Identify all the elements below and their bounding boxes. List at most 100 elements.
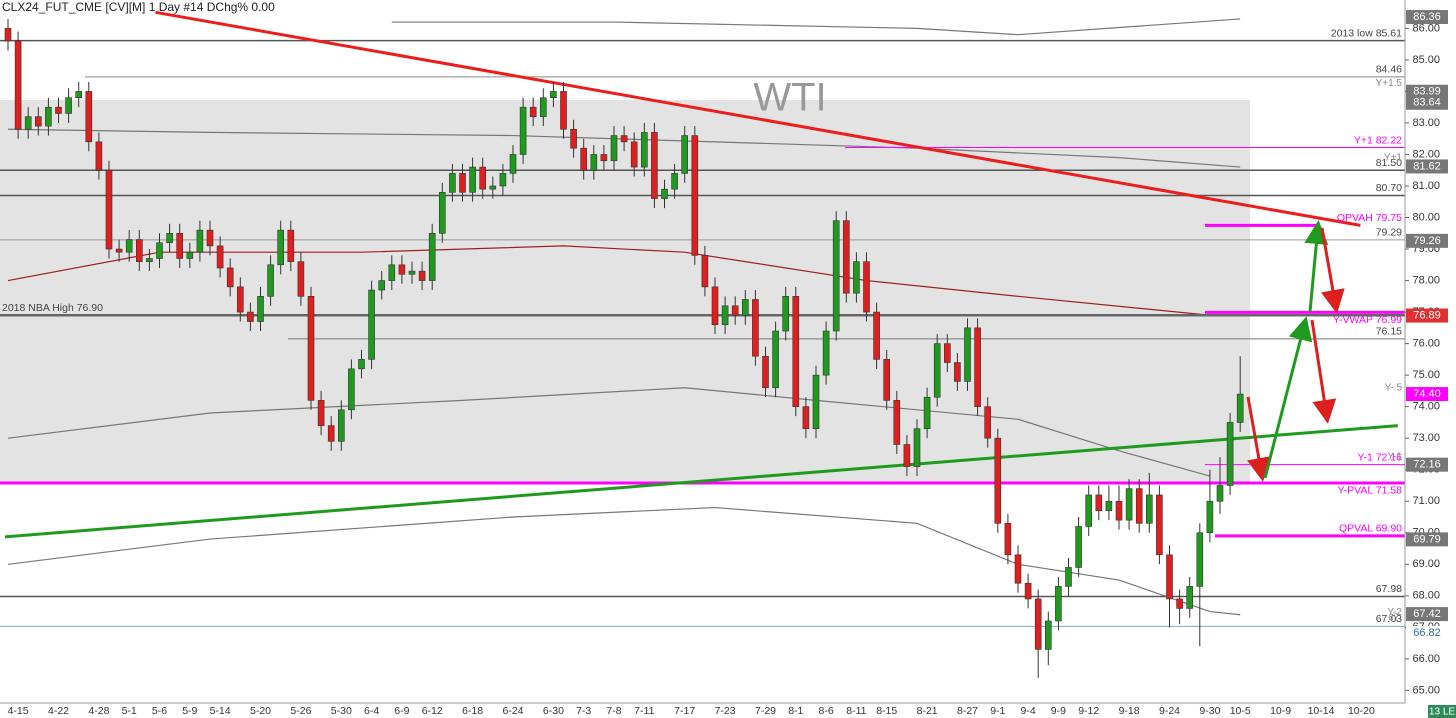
candle-body xyxy=(731,305,739,316)
candle-body xyxy=(1105,500,1113,511)
price-marker xyxy=(1406,84,1448,99)
y-tick-label: 80.00 xyxy=(1412,211,1440,223)
level-label: Y-1 72.16 xyxy=(1357,451,1402,463)
price-marker xyxy=(1406,387,1448,402)
candle-body xyxy=(812,374,820,430)
x-tick-label: 10-20 xyxy=(1348,705,1375,717)
candle-body xyxy=(560,91,567,130)
candle-body xyxy=(1226,422,1234,486)
candle-body xyxy=(358,359,365,370)
price-marker-label: 83.99 xyxy=(1413,86,1441,98)
trend-line xyxy=(4,424,1398,539)
candle-body xyxy=(802,406,810,430)
price-marker-label: 67.42 xyxy=(1413,608,1441,620)
price-marker xyxy=(1406,626,1448,641)
candle-body xyxy=(509,154,517,174)
price-marker-label: 66.82 xyxy=(1413,627,1441,639)
candle-body xyxy=(933,343,941,398)
candle-body xyxy=(1075,526,1082,568)
candle-body xyxy=(913,428,921,467)
y-tick-label: 81.00 xyxy=(1412,180,1440,192)
candle-body xyxy=(55,106,62,114)
candle-body xyxy=(247,311,254,322)
price-marker-label: 69.79 xyxy=(1413,533,1441,545)
price-marker xyxy=(1406,95,1448,110)
level-label: 2018 NBA High 76.90 xyxy=(2,302,103,314)
candle-body xyxy=(1236,393,1244,423)
y-tick-label: 66.00 xyxy=(1412,653,1440,665)
candle-body xyxy=(853,261,860,294)
candle-body xyxy=(378,280,386,291)
candle-body xyxy=(237,286,244,313)
candle-body xyxy=(651,132,658,199)
candle-body xyxy=(196,229,204,253)
y-tick-label: 65.00 xyxy=(1412,684,1440,696)
candle-body xyxy=(327,425,335,442)
candle-body xyxy=(1146,494,1153,524)
x-tick-label: 5-30 xyxy=(331,705,352,717)
candle-body xyxy=(1135,488,1143,524)
candle-body xyxy=(822,330,830,376)
candle-body xyxy=(489,185,497,190)
candle-body xyxy=(65,97,72,114)
annotation: Y-.5 xyxy=(1385,382,1403,393)
candle-body xyxy=(287,229,295,262)
candle-body xyxy=(1034,598,1042,650)
main-layer xyxy=(4,10,1398,678)
x-tick-label: 8-27 xyxy=(957,705,978,717)
candle-body xyxy=(105,169,113,250)
candle-body xyxy=(1024,582,1032,600)
candle-body xyxy=(418,270,426,281)
level-label: 80.70 xyxy=(1376,182,1402,194)
candle-body xyxy=(701,255,709,288)
moving-average xyxy=(7,128,1241,168)
x-tick-label: 9-30 xyxy=(1199,705,1220,717)
price-marker-label: 79.26 xyxy=(1413,235,1441,247)
x-tick-label: 6-30 xyxy=(543,705,564,717)
candle-body xyxy=(994,437,1002,524)
chart-title: CLX24_FUT_CME [CV][M] 1 Day #14 DChg% 0.… xyxy=(2,0,275,14)
annotation: Y-2 xyxy=(1387,607,1402,618)
price-marker xyxy=(1406,457,1448,472)
x-tick-label: 9-9 xyxy=(1051,705,1066,717)
candle-body xyxy=(317,400,325,426)
x-tick-label: 8-21 xyxy=(917,705,938,717)
candle-body xyxy=(438,192,446,234)
arrow xyxy=(1304,220,1329,313)
candle-body xyxy=(1206,500,1214,534)
level-label: Y-PVAL 71.58 xyxy=(1338,485,1403,497)
candle-body xyxy=(1045,620,1052,650)
x-tick-label: 10-9 xyxy=(1270,705,1291,717)
candle-body xyxy=(156,242,163,259)
candle-body xyxy=(1065,567,1072,587)
candle-body xyxy=(873,311,880,360)
level-label: 2013 low 85.61 xyxy=(1331,27,1402,39)
candle-body xyxy=(620,135,628,143)
candle-body xyxy=(590,154,598,171)
annotation: 67. xyxy=(1388,613,1402,624)
x-tick-label: 7-17 xyxy=(674,705,695,717)
x-tick-label: 5-1 xyxy=(122,705,137,717)
y-tick-label: 86.00 xyxy=(1412,22,1440,34)
price-marker-label: 76.89 xyxy=(1413,309,1441,321)
candle-body xyxy=(408,270,416,275)
candle-body xyxy=(741,299,749,316)
price-marker xyxy=(1406,607,1448,622)
trend-line xyxy=(155,10,1361,227)
x-tick-label: 5-14 xyxy=(210,705,231,717)
candle-body xyxy=(1196,532,1204,587)
candle-body xyxy=(388,264,396,281)
y-tick-label: 83.00 xyxy=(1412,117,1440,129)
corner-label: 13 LE xyxy=(1429,707,1455,718)
candle-body xyxy=(752,299,759,357)
candle-body xyxy=(519,106,527,155)
level-label: QPVAH 79.75 xyxy=(1337,212,1402,224)
price-marker-label: 86.36 xyxy=(1413,11,1441,23)
candle-body xyxy=(772,330,779,389)
candle-body xyxy=(34,116,42,127)
candle-body xyxy=(14,40,22,130)
x-tick-label: 9-18 xyxy=(1119,705,1140,717)
candle-body xyxy=(832,220,840,332)
candle-body xyxy=(449,173,456,193)
x-tick-label: 8-1 xyxy=(788,705,803,717)
